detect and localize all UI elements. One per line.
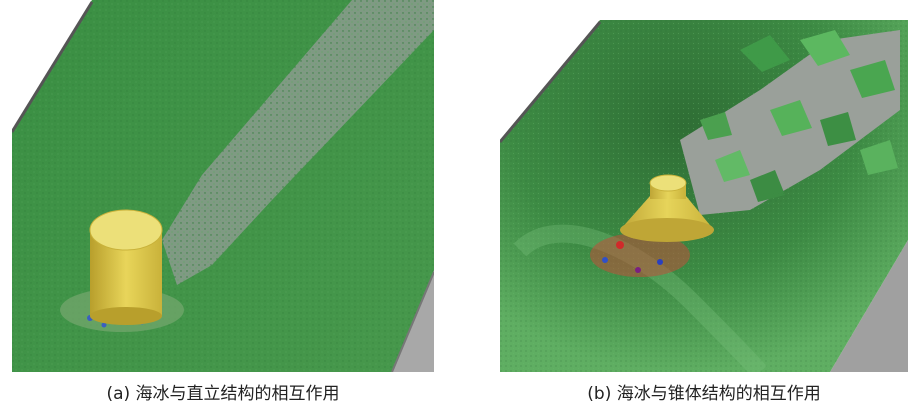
ice-fragments — [680, 30, 900, 215]
panel-cone-structure — [500, 0, 908, 372]
panel-vertical-structure — [12, 0, 434, 372]
simulation-image-vertical — [12, 0, 434, 372]
caption-cone-structure: (b) 海冰与锥体结构的相互作用 — [587, 384, 821, 404]
stress-region — [590, 233, 690, 277]
caption-vertical-structure: (a) 海冰与直立结构的相互作用 — [106, 384, 340, 404]
simulation-image-cone — [500, 20, 908, 372]
